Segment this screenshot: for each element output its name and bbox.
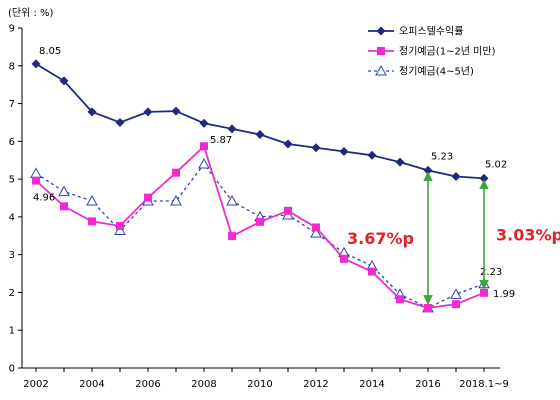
x-tick-label: 2016 <box>415 379 440 390</box>
x-tick-label: 2018.1~9 <box>459 379 509 390</box>
point-marker <box>170 194 182 206</box>
point-marker <box>312 223 320 232</box>
legend-label: 정기예금(1~2년 미만) <box>399 46 496 58</box>
point-marker <box>58 185 70 197</box>
point-marker <box>200 142 208 151</box>
legend-label: 정기예금(4~5년) <box>399 66 474 78</box>
series-line <box>35 63 485 180</box>
point-marker <box>377 47 385 55</box>
point-marker <box>367 150 377 160</box>
point-marker <box>114 224 126 235</box>
y-tick-label: 8 <box>9 61 15 72</box>
data-label: 5.02 <box>485 159 507 170</box>
point-marker <box>87 107 97 117</box>
data-label: 4.96 <box>33 193 55 204</box>
x-tick-label: 2014 <box>359 379 384 390</box>
data-label: 5.23 <box>431 151 453 162</box>
point-marker <box>450 288 462 299</box>
point-marker <box>144 193 152 202</box>
series-0 <box>31 59 489 183</box>
y-tick-label: 4 <box>9 212 15 223</box>
x-tick-label: 2012 <box>303 379 328 390</box>
point-marker <box>86 194 98 206</box>
point-marker <box>227 124 237 134</box>
point-marker <box>423 165 433 175</box>
point-marker <box>424 303 432 312</box>
y-tick-label: 5 <box>9 175 15 186</box>
point-marker <box>88 217 96 226</box>
y-tick-label: 9 <box>9 24 15 35</box>
series-1 <box>32 142 488 312</box>
y-tick-label: 7 <box>9 99 15 110</box>
point-marker <box>60 202 68 211</box>
series-line <box>35 144 485 309</box>
point-marker <box>395 157 405 167</box>
point-marker <box>172 168 180 177</box>
data-label: 1.99 <box>493 289 515 300</box>
y-tick-label: 6 <box>9 137 15 148</box>
point-marker <box>284 206 292 215</box>
series-layer <box>30 59 490 313</box>
data-label: 2.23 <box>480 267 502 278</box>
legend-item: 정기예금(1~2년 미만) <box>368 46 496 58</box>
legend-item: 정기예금(4~5년) <box>368 64 474 78</box>
legend-label: 오피스텔수익률 <box>399 26 463 38</box>
point-marker <box>396 295 404 304</box>
point-marker <box>310 227 322 238</box>
y-tick-label: 0 <box>9 364 15 375</box>
data-label: 5.87 <box>210 135 232 146</box>
point-marker <box>339 147 349 157</box>
point-marker <box>32 176 40 185</box>
legend-item: 오피스텔수익률 <box>368 26 463 38</box>
series-line <box>35 162 485 309</box>
point-marker <box>375 64 387 76</box>
point-marker <box>311 143 321 153</box>
x-tick-label: 2002 <box>23 379 48 390</box>
gap-annotations: 3.67%p 3.03%p <box>347 171 560 305</box>
x-tick-label: 2008 <box>191 379 216 390</box>
data-label: 8.05 <box>39 46 61 57</box>
axes: 0 1 2 3 4 5 6 7 8 9 2002 2004 2006 2008 2010 2012 2014 20… <box>9 24 509 391</box>
data-labels: 8.05 4.96 5.87 5.23 5.02 2.23 1.99 <box>33 46 515 300</box>
gap-annotation-label: 3.03%p <box>496 226 560 245</box>
point-marker <box>283 139 293 149</box>
point-marker <box>451 171 461 181</box>
point-marker <box>199 118 209 128</box>
point-marker <box>479 173 489 183</box>
point-marker <box>376 26 386 36</box>
y-tick-label: 2 <box>9 288 15 299</box>
point-marker <box>228 232 236 241</box>
point-marker <box>171 106 181 116</box>
point-marker <box>226 194 238 206</box>
point-marker <box>340 254 348 263</box>
point-marker <box>255 130 265 140</box>
x-tick-label: 2006 <box>135 379 160 390</box>
point-marker <box>256 217 264 226</box>
point-marker <box>143 107 153 117</box>
x-tick-label: 2004 <box>79 379 104 390</box>
point-marker <box>30 167 42 178</box>
point-marker <box>115 117 125 127</box>
point-marker <box>31 59 41 69</box>
y-tick-label: 3 <box>9 250 15 261</box>
point-marker <box>116 221 124 230</box>
point-marker <box>480 288 488 297</box>
point-marker <box>368 267 376 276</box>
point-marker <box>59 76 69 86</box>
y-tick-label: 1 <box>9 326 15 337</box>
point-marker <box>198 157 210 169</box>
gap-annotation-label: 3.67%p <box>347 229 414 248</box>
x-tick-label: 2010 <box>247 379 272 390</box>
point-marker <box>452 300 460 309</box>
unit-label: (단위 : %) <box>8 6 54 19</box>
series-2 <box>30 157 490 313</box>
